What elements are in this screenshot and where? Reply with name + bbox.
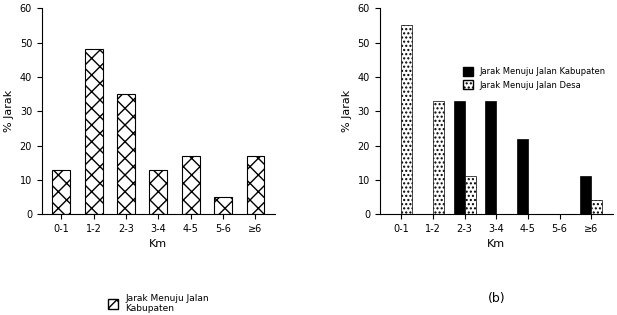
Y-axis label: % Jarak: % Jarak: [4, 90, 14, 132]
Bar: [465, 176, 476, 214]
Bar: [247, 156, 264, 214]
Bar: [453, 101, 465, 214]
Bar: [117, 94, 135, 214]
Bar: [182, 156, 199, 214]
X-axis label: Km: Km: [487, 239, 505, 249]
Text: (b): (b): [487, 293, 505, 306]
Bar: [591, 200, 602, 214]
Bar: [52, 169, 70, 214]
Bar: [433, 101, 444, 214]
Bar: [85, 49, 102, 214]
Bar: [580, 176, 591, 214]
Bar: [214, 197, 232, 214]
Y-axis label: % Jarak: % Jarak: [342, 90, 352, 132]
Bar: [517, 139, 528, 214]
Legend: Jarak Menuju Jalan Kabupaten, Jarak Menuju Jalan Desa: Jarak Menuju Jalan Kabupaten, Jarak Menu…: [459, 64, 608, 93]
X-axis label: Km: Km: [149, 239, 167, 249]
Bar: [402, 25, 413, 214]
Bar: [485, 101, 496, 214]
Bar: [149, 169, 167, 214]
Legend: Jarak Menuju Jalan
Kabupaten: Jarak Menuju Jalan Kabupaten: [104, 290, 213, 315]
